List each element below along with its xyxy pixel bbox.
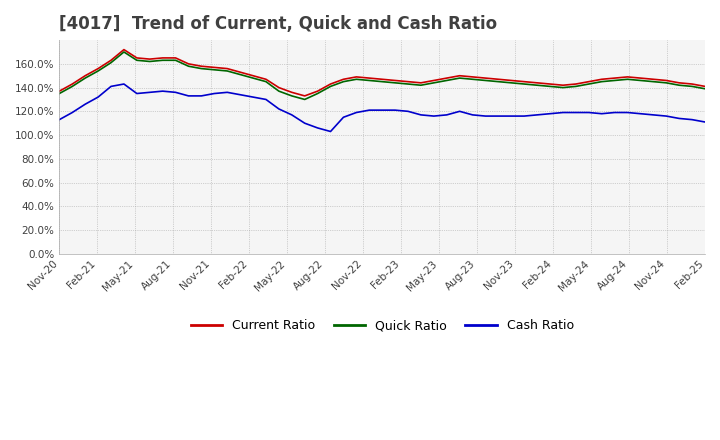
Current Ratio	[120, 47, 128, 52]
Quick Ratio	[546, 84, 554, 89]
Line: Cash Ratio: Cash Ratio	[59, 84, 705, 132]
Current Ratio	[300, 93, 309, 99]
Quick Ratio	[507, 80, 516, 85]
Quick Ratio	[120, 49, 128, 55]
Quick Ratio	[261, 79, 270, 84]
Cash Ratio	[120, 81, 128, 87]
Quick Ratio	[55, 91, 63, 96]
Current Ratio	[261, 77, 270, 82]
Current Ratio	[546, 81, 554, 87]
Quick Ratio	[701, 86, 709, 92]
Line: Current Ratio: Current Ratio	[59, 50, 705, 96]
Quick Ratio	[210, 67, 219, 73]
Current Ratio	[55, 88, 63, 94]
Current Ratio	[507, 78, 516, 83]
Quick Ratio	[300, 97, 309, 102]
Cash Ratio	[688, 117, 696, 122]
Cash Ratio	[507, 114, 516, 119]
Line: Quick Ratio: Quick Ratio	[59, 52, 705, 99]
Cash Ratio	[701, 119, 709, 125]
Current Ratio	[688, 81, 696, 87]
Current Ratio	[210, 65, 219, 70]
Cash Ratio	[55, 117, 63, 122]
Quick Ratio	[688, 84, 696, 89]
Cash Ratio	[274, 106, 283, 112]
Cash Ratio	[326, 129, 335, 134]
Current Ratio	[274, 85, 283, 90]
Cash Ratio	[261, 97, 270, 102]
Current Ratio	[701, 84, 709, 89]
Quick Ratio	[274, 88, 283, 94]
Cash Ratio	[546, 111, 554, 116]
Cash Ratio	[210, 91, 219, 96]
Legend: Current Ratio, Quick Ratio, Cash Ratio: Current Ratio, Quick Ratio, Cash Ratio	[186, 314, 579, 337]
Text: [4017]  Trend of Current, Quick and Cash Ratio: [4017] Trend of Current, Quick and Cash …	[59, 15, 498, 33]
